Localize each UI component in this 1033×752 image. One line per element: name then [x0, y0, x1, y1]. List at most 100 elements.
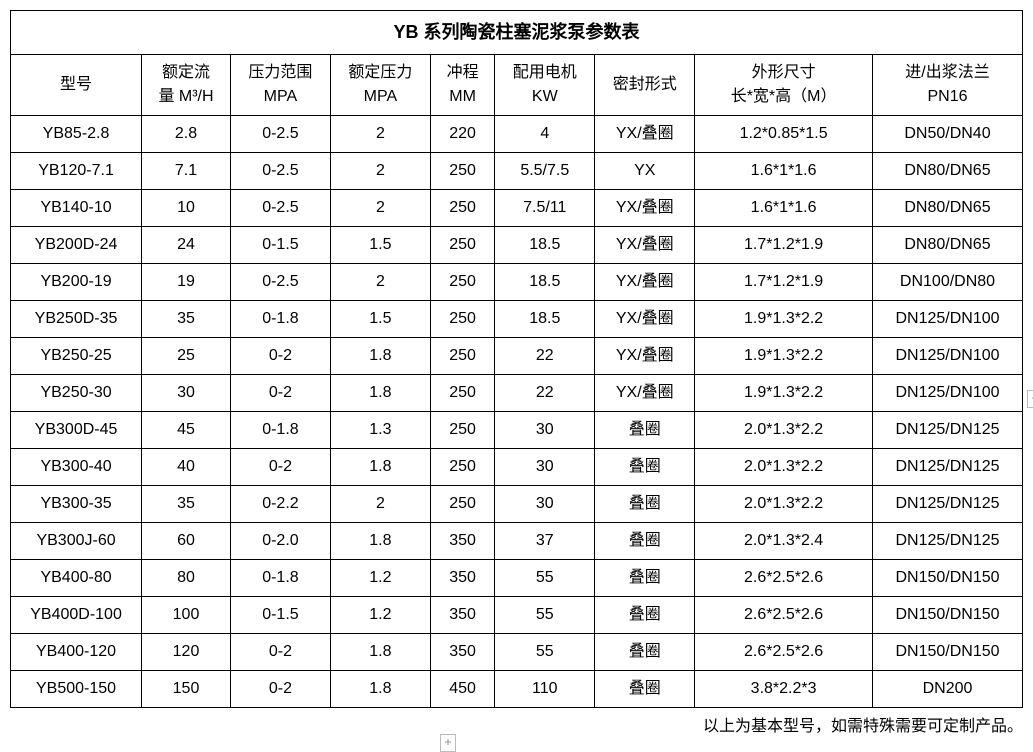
table-cell: 1.9*1.3*2.2 [695, 301, 873, 338]
table-cell: YX/叠圈 [595, 301, 695, 338]
table-cell: 0-1.5 [230, 227, 330, 264]
column-header-5: 配用电机KW [495, 55, 595, 116]
table-cell: 55 [495, 560, 595, 597]
table-cell: DN125/DN100 [872, 301, 1022, 338]
table-cell: 1.2 [330, 560, 430, 597]
table-cell: 2 [330, 190, 430, 227]
table-cell: 1.9*1.3*2.2 [695, 338, 873, 375]
table-row: YB250-30300-21.825022YX/叠圈1.9*1.3*2.2DN1… [11, 375, 1023, 412]
table-cell: 37 [495, 523, 595, 560]
table-cell: YB300-40 [11, 449, 142, 486]
table-cell: DN100/DN80 [872, 264, 1022, 301]
table-cell: 1.5 [330, 301, 430, 338]
table-cell: 100 [142, 597, 231, 634]
table-cell: 叠圈 [595, 597, 695, 634]
table-cell: 0-2 [230, 375, 330, 412]
table-cell: 35 [142, 301, 231, 338]
table-cell: 2.6*2.5*2.6 [695, 560, 873, 597]
table-cell: YB400-120 [11, 634, 142, 671]
table-cell: 1.6*1*1.6 [695, 190, 873, 227]
table-cell: 40 [142, 449, 231, 486]
table-cell: 220 [430, 116, 494, 153]
table-cell: 0-2.5 [230, 190, 330, 227]
table-cell: YB250-30 [11, 375, 142, 412]
table-cell: 1.8 [330, 671, 430, 708]
table-cell: 0-2 [230, 634, 330, 671]
table-row: YB300J-60600-2.01.835037叠圈2.0*1.3*2.4DN1… [11, 523, 1023, 560]
table-cell: 1.6*1*1.6 [695, 153, 873, 190]
table-cell: 1.8 [330, 634, 430, 671]
table-row: YB200D-24240-1.51.525018.5YX/叠圈1.7*1.2*1… [11, 227, 1023, 264]
table-cell: 叠圈 [595, 634, 695, 671]
table-cell: 1.5 [330, 227, 430, 264]
table-cell: 22 [495, 375, 595, 412]
table-cell: 1.2 [330, 597, 430, 634]
table-row: YB250-25250-21.825022YX/叠圈1.9*1.3*2.2DN1… [11, 338, 1023, 375]
table-cell: YB85-2.8 [11, 116, 142, 153]
table-cell: 150 [142, 671, 231, 708]
header-line2: PN16 [875, 85, 1020, 109]
table-cell: YB300D-45 [11, 412, 142, 449]
table-cell: 80 [142, 560, 231, 597]
header-line2: KW [497, 85, 592, 109]
table-cell: 10 [142, 190, 231, 227]
table-cell: 3.8*2.2*3 [695, 671, 873, 708]
header-line1: 额定压力 [333, 61, 428, 85]
table-header-row: 型号额定流量 M³/H压力范围MPA额定压力MPA冲程MM配用电机KW密封形式外… [11, 55, 1023, 116]
table-row: YB400-1201200-21.835055叠圈2.6*2.5*2.6DN15… [11, 634, 1023, 671]
header-line2: MPA [333, 85, 428, 109]
add-column-handle[interactable]: + [1027, 390, 1033, 408]
header-line1: 压力范围 [233, 61, 328, 85]
table-cell: YX [595, 153, 695, 190]
table-row: YB300D-45450-1.81.325030叠圈2.0*1.3*2.2DN1… [11, 412, 1023, 449]
table-cell: YX/叠圈 [595, 375, 695, 412]
table-cell: 1.8 [330, 338, 430, 375]
table-cell: 2.8 [142, 116, 231, 153]
page-container: YB 系列陶瓷柱塞泥浆泵参数表 型号额定流量 M³/H压力范围MPA额定压力MP… [10, 10, 1033, 736]
table-cell: 2.0*1.3*2.2 [695, 412, 873, 449]
table-cell: 22 [495, 338, 595, 375]
table-row: YB85-2.82.80-2.522204YX/叠圈1.2*0.85*1.5DN… [11, 116, 1023, 153]
table-cell: 1.8 [330, 375, 430, 412]
table-cell: 250 [430, 301, 494, 338]
table-row: YB120-7.17.10-2.522505.5/7.5YX1.6*1*1.6D… [11, 153, 1023, 190]
table-cell: DN125/DN125 [872, 523, 1022, 560]
table-cell: 叠圈 [595, 523, 695, 560]
table-cell: YB250-25 [11, 338, 142, 375]
header-line2: 长*宽*高（M） [697, 85, 870, 109]
table-cell: 250 [430, 449, 494, 486]
table-cell: 24 [142, 227, 231, 264]
table-row: YB500-1501500-21.8450110叠圈3.8*2.2*3DN200 [11, 671, 1023, 708]
table-cell: 0-2.5 [230, 116, 330, 153]
add-row-handle[interactable]: + [440, 734, 456, 752]
table-cell: YX/叠圈 [595, 338, 695, 375]
table-cell: 350 [430, 597, 494, 634]
table-cell: 1.8 [330, 523, 430, 560]
table-cell: YX/叠圈 [595, 264, 695, 301]
table-cell: 1.2*0.85*1.5 [695, 116, 873, 153]
table-cell: 250 [430, 227, 494, 264]
table-cell: DN50/DN40 [872, 116, 1022, 153]
table-cell: 2.6*2.5*2.6 [695, 634, 873, 671]
table-footnote: 以上为基本型号，如需特殊需要可定制产品。 [10, 712, 1023, 736]
column-header-7: 外形尺寸长*宽*高（M） [695, 55, 873, 116]
table-cell: 0-1.5 [230, 597, 330, 634]
table-cell: YX/叠圈 [595, 190, 695, 227]
table-cell: 1.7*1.2*1.9 [695, 264, 873, 301]
table-cell: 250 [430, 153, 494, 190]
table-cell: 叠圈 [595, 560, 695, 597]
table-cell: YB400D-100 [11, 597, 142, 634]
table-row: YB250D-35350-1.81.525018.5YX/叠圈1.9*1.3*2… [11, 301, 1023, 338]
column-header-3: 额定压力MPA [330, 55, 430, 116]
table-cell: DN125/DN100 [872, 375, 1022, 412]
table-title: YB 系列陶瓷柱塞泥浆泵参数表 [11, 11, 1023, 55]
column-header-4: 冲程MM [430, 55, 494, 116]
table-cell: 2.0*1.3*2.2 [695, 449, 873, 486]
table-cell: DN125/DN125 [872, 486, 1022, 523]
table-cell: YB500-150 [11, 671, 142, 708]
table-cell: DN150/DN150 [872, 634, 1022, 671]
header-line1: 配用电机 [497, 61, 592, 85]
table-cell: 30 [495, 449, 595, 486]
header-line2: 量 M³/H [144, 85, 228, 109]
column-header-2: 压力范围MPA [230, 55, 330, 116]
